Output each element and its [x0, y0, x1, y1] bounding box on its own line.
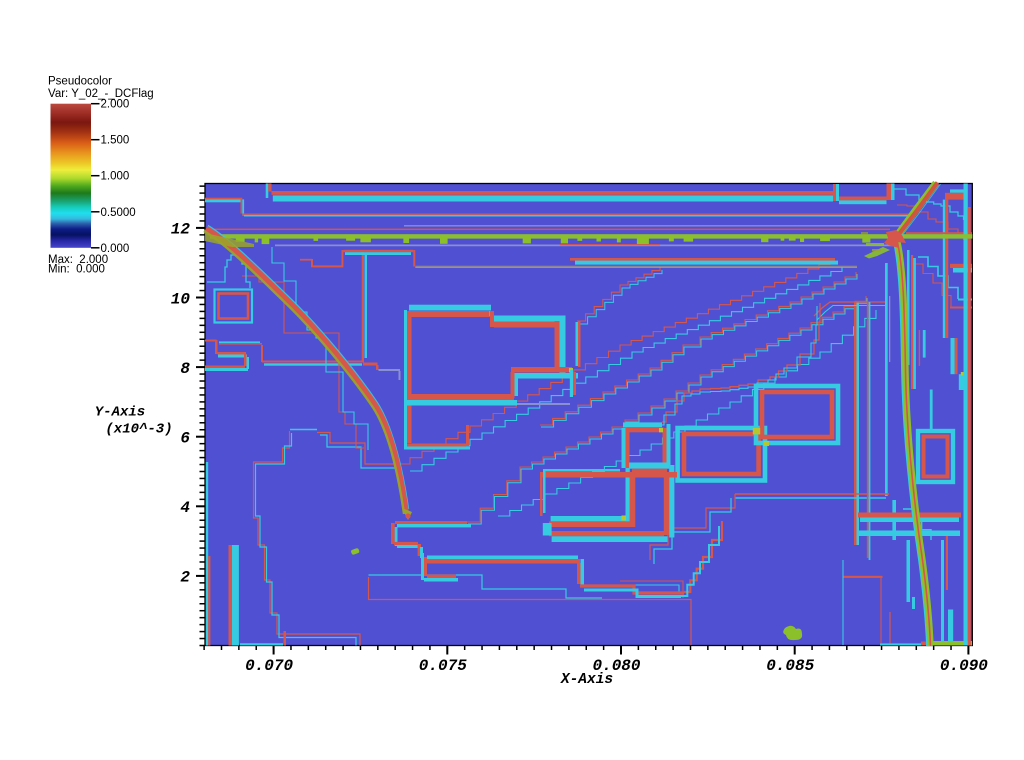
svg-text:Min: 0.000: Min: 0.000: [48, 264, 105, 276]
svg-text:10: 10: [171, 290, 191, 308]
svg-text:Max: 2.000: Max: 2.000: [48, 254, 108, 266]
svg-text:Y-Axis: Y-Axis: [95, 405, 145, 421]
svg-text:2: 2: [180, 569, 190, 587]
svg-text:0.090: 0.090: [940, 657, 988, 675]
svg-text:2.000: 2.000: [101, 99, 130, 111]
svg-text:(x10^-3): (x10^-3): [105, 422, 172, 438]
svg-text:1.000: 1.000: [101, 171, 130, 183]
svg-text:1.500: 1.500: [101, 135, 130, 147]
svg-text:0.075: 0.075: [419, 657, 467, 675]
svg-text:0.5000: 0.5000: [101, 207, 136, 219]
svg-text:X-Axis: X-Axis: [560, 672, 614, 688]
svg-text:4: 4: [180, 499, 190, 517]
svg-text:0.085: 0.085: [766, 657, 814, 675]
svg-text:0.070: 0.070: [245, 657, 293, 675]
svg-text:Var: Y_02_-_DCFlag: Var: Y_02_-_DCFlag: [48, 88, 154, 100]
svg-text:Pseudocolor: Pseudocolor: [48, 76, 112, 88]
svg-text:8: 8: [180, 360, 190, 378]
svg-text:0.000: 0.000: [101, 243, 130, 255]
svg-text:6: 6: [180, 430, 190, 448]
svg-text:0.080: 0.080: [592, 657, 640, 675]
svg-text:12: 12: [171, 221, 191, 239]
